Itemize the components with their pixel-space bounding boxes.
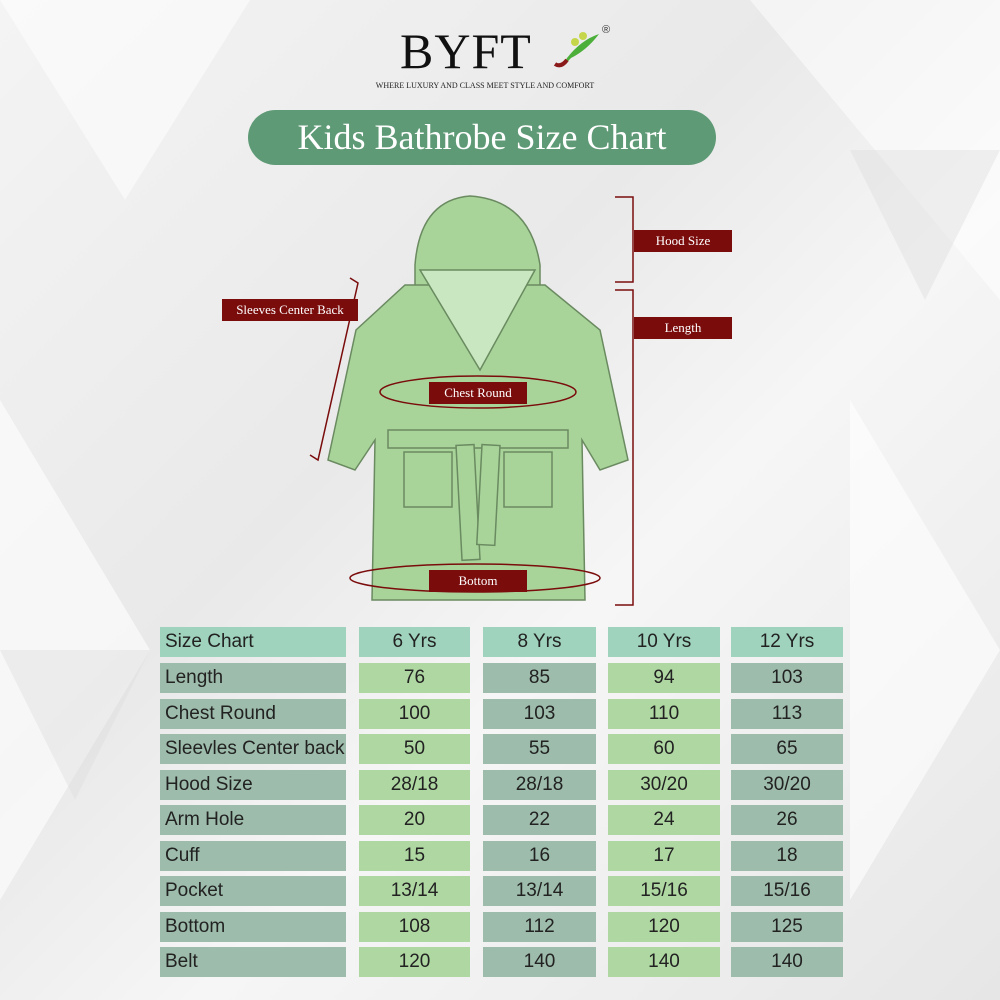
brand-logo: BYFT xyxy=(400,23,532,79)
table-header-label: Size Chart xyxy=(160,627,346,657)
table-cell: 60 xyxy=(608,734,720,764)
table-cell: 125 xyxy=(731,911,843,942)
table-header-size: 12 Yrs xyxy=(731,627,843,657)
page-title: Kids Bathrobe Size Chart xyxy=(248,110,716,165)
table-header-size: 8 Yrs xyxy=(483,627,596,657)
table-row-label: Belt xyxy=(160,947,346,977)
table-cell: 15/16 xyxy=(608,876,720,906)
table-cell: 103 xyxy=(731,663,843,693)
table-cell: 65 xyxy=(731,734,843,764)
table-cell: 108 xyxy=(359,911,470,942)
table-cell: 30/20 xyxy=(731,769,843,800)
table-row-label: Cuff xyxy=(160,840,346,871)
table-cell: 26 xyxy=(731,805,843,835)
table-cell: 85 xyxy=(483,663,596,693)
table-cell: 20 xyxy=(359,805,470,835)
label-bottom: Bottom xyxy=(429,570,527,592)
table-cell: 103 xyxy=(483,698,596,729)
table-cell: 24 xyxy=(608,805,720,835)
table-cell: 110 xyxy=(608,698,720,729)
registered-mark: ® xyxy=(602,24,611,36)
table-row-label: Pocket xyxy=(160,876,346,906)
table-cell: 13/14 xyxy=(359,876,470,906)
table-cell: 140 xyxy=(608,947,720,977)
table-cell: 120 xyxy=(608,911,720,942)
table-header-size: 10 Yrs xyxy=(608,627,720,657)
table-cell: 17 xyxy=(608,840,720,871)
table-row-label: Chest Round xyxy=(160,698,346,729)
label-chest-round: Chest Round xyxy=(429,382,527,404)
table-cell: 55 xyxy=(483,734,596,764)
label-length: Length xyxy=(634,317,732,339)
table-cell: 30/20 xyxy=(608,769,720,800)
table-cell: 94 xyxy=(608,663,720,693)
leaf-icon xyxy=(553,32,599,68)
table-row-label: Arm Hole xyxy=(160,805,346,835)
table-cell: 22 xyxy=(483,805,596,835)
label-sleeves-center-back: Sleeves Center Back xyxy=(222,299,358,321)
table-cell: 112 xyxy=(483,911,596,942)
table-cell: 15/16 xyxy=(731,876,843,906)
table-cell: 140 xyxy=(731,947,843,977)
table-cell: 50 xyxy=(359,734,470,764)
table-cell: 120 xyxy=(359,947,470,977)
table-cell: 15 xyxy=(359,840,470,871)
table-cell: 113 xyxy=(731,698,843,729)
table-header-size: 6 Yrs xyxy=(359,627,470,657)
table-row-label: Bottom xyxy=(160,911,346,942)
table-cell: 100 xyxy=(359,698,470,729)
table-row-label: Hood Size xyxy=(160,769,346,800)
table-cell: 76 xyxy=(359,663,470,693)
table-cell: 28/18 xyxy=(483,769,596,800)
table-cell: 28/18 xyxy=(359,769,470,800)
table-cell: 16 xyxy=(483,840,596,871)
table-cell: 18 xyxy=(731,840,843,871)
label-hood-size: Hood Size xyxy=(634,230,732,252)
table-cell: 140 xyxy=(483,947,596,977)
table-row-label: Sleevles Center back xyxy=(160,734,346,764)
brand-tagline: WHERE LUXURY AND CLASS MEET STYLE AND CO… xyxy=(375,81,595,90)
table-cell: 13/14 xyxy=(483,876,596,906)
table-row-label: Length xyxy=(160,663,346,693)
